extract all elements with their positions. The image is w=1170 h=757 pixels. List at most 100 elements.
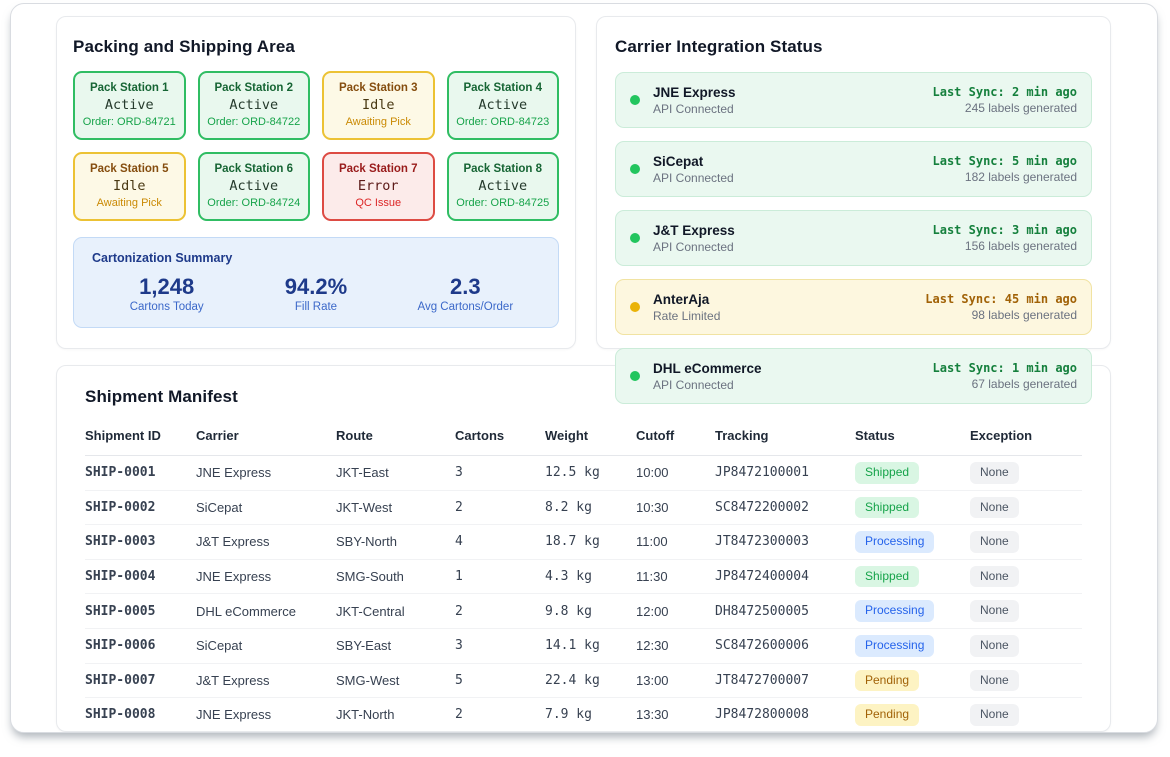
carrier-item: AnterAja Rate Limited Last Sync: 45 min …	[615, 279, 1092, 335]
shipment-id-link[interactable]: SHIP-0009	[85, 732, 196, 733]
pack-station-name: Pack Station 8	[463, 163, 543, 175]
metric-value: 1,248	[139, 274, 195, 299]
table-row: SHIP-0002 SiCepat JKT-West 2 8.2 kg 10:3…	[85, 490, 1082, 526]
carrier-status-dot-icon	[630, 302, 640, 312]
carrier-status: API Connected	[653, 377, 734, 392]
cutoff-cell: 14:00	[636, 732, 715, 733]
route-cell: JKT-East	[336, 455, 455, 491]
shipment-id-link[interactable]: SHIP-0001	[85, 455, 196, 491]
status-badge: Pending	[855, 704, 920, 726]
pack-station-status: Active	[229, 97, 279, 113]
exception-cell: None	[970, 524, 1082, 560]
carrier-sync-info: Last Sync: 45 min ago 98 labels generate…	[925, 292, 1077, 322]
carrier-sync-info: Last Sync: 5 min ago 182 labels generate…	[933, 154, 1078, 184]
column-header-weight: Weight	[545, 420, 636, 456]
exception-cell: None	[970, 559, 1082, 595]
carrier-sync-info: Last Sync: 3 min ago 156 labels generate…	[933, 223, 1078, 253]
tracking-cell: AJ8472900009	[715, 732, 855, 733]
shipment-id-link[interactable]: SHIP-0005	[85, 593, 196, 629]
carrier-name: JNE Express	[653, 84, 736, 100]
carrier-cell: DHL eCommerce	[196, 593, 336, 629]
column-header-status: Status	[855, 420, 970, 456]
cutoff-cell: 10:30	[636, 490, 715, 526]
table-row: SHIP-0001 JNE Express JKT-East 3 12.5 kg…	[85, 455, 1082, 491]
pack-station-name: Pack Station 2	[214, 82, 294, 94]
pack-station-status: Active	[478, 97, 528, 113]
table-row: SHIP-0004 JNE Express SMG-South 1 4.3 kg…	[85, 559, 1082, 595]
metric-avg-cartons: 2.3 Avg Cartons/Order	[391, 274, 540, 313]
status-badge: Shipped	[855, 565, 920, 588]
weight-cell: 22.4 kg	[545, 663, 636, 699]
weight-cell: 12.5 kg	[545, 455, 636, 491]
carrier-cell: AnterAja	[196, 732, 336, 733]
exception-badge: None	[970, 565, 1019, 588]
route-cell: JKT-North	[336, 697, 455, 732]
status-cell: Pending	[855, 663, 970, 699]
cutoff-cell: 12:00	[636, 593, 715, 629]
status-cell: Pending	[855, 697, 970, 732]
shipment-id-link[interactable]: SHIP-0007	[85, 663, 196, 699]
cutoff-cell: 11:30	[636, 559, 715, 595]
shipment-id-link[interactable]: SHIP-0004	[85, 559, 196, 595]
shipment-id-link[interactable]: SHIP-0002	[85, 490, 196, 526]
column-header-route: Route	[336, 420, 455, 456]
table-row: SHIP-0003 J&T Express SBY-North 4 18.7 k…	[85, 524, 1082, 560]
metric-value: 2.3	[450, 274, 481, 299]
manifest-panel-title: Shipment Manifest	[85, 387, 238, 406]
carrier-info: DHL eCommerce API Connected	[653, 361, 933, 392]
metric-value: 94.2%	[284, 274, 348, 299]
carrier-item: JNE Express API Connected Last Sync: 2 m…	[615, 72, 1092, 128]
status-badge: Processing	[855, 600, 935, 622]
weight-cell: 9.8 kg	[545, 593, 636, 629]
carrier-cell: J&T Express	[196, 524, 336, 560]
tracking-cell: DH8472500005	[715, 593, 855, 629]
carrier-item: J&T Express API Connected Last Sync: 3 m…	[615, 210, 1092, 266]
carrier-sync-info: Last Sync: 2 min ago 245 labels generate…	[933, 85, 1078, 115]
shipment-id-link[interactable]: SHIP-0003	[85, 524, 196, 560]
metric-cartons-today: 1,248 Cartons Today	[92, 274, 241, 313]
pack-station-detail: Awaiting Pick	[96, 197, 162, 209]
table-row: SHIP-0009 AnterAja SBY-Central 3 13.6 kg…	[85, 732, 1082, 733]
carrier-cell: JNE Express	[196, 455, 336, 491]
route-cell: JKT-Central	[336, 593, 455, 629]
cartons-cell: 3	[455, 455, 545, 491]
carrier-list: JNE Express API Connected Last Sync: 2 m…	[615, 72, 1092, 404]
route-cell: SBY-East	[336, 628, 455, 664]
weight-cell: 13.6 kg	[545, 732, 636, 733]
carrier-info: AnterAja Rate Limited	[653, 292, 925, 323]
status-cell: Shipped	[855, 490, 970, 526]
tracking-cell: JP8472800008	[715, 697, 855, 732]
column-header-cutoff: Cutoff	[636, 420, 715, 456]
column-header-cartons: Cartons	[455, 420, 545, 456]
weight-cell: 4.3 kg	[545, 559, 636, 595]
top-row: Packing and Shipping Area Pack Station 1…	[56, 16, 1111, 404]
pack-station-card: Pack Station 3 Idle Awaiting Pick	[322, 71, 435, 140]
exception-cell: None	[970, 697, 1082, 732]
cartons-cell: 1	[455, 559, 545, 595]
status-badge: Processing	[855, 531, 935, 553]
carrier-cell: JNE Express	[196, 697, 336, 732]
carrier-status: API Connected	[653, 170, 734, 185]
exception-cell: None	[970, 663, 1082, 699]
route-cell: SMG-South	[336, 559, 455, 595]
carrier-status-dot-icon	[630, 371, 640, 381]
carrier-info: JNE Express API Connected	[653, 85, 933, 116]
cutoff-cell: 10:00	[636, 455, 715, 491]
carrier-item: DHL eCommerce API Connected Last Sync: 1…	[615, 348, 1092, 404]
exception-cell: None	[970, 490, 1082, 526]
status-cell: Shipped	[855, 559, 970, 595]
shipment-id-link[interactable]: SHIP-0008	[85, 697, 196, 732]
table-row: SHIP-0008 JNE Express JKT-North 2 7.9 kg…	[85, 697, 1082, 732]
pack-station-status: Idle	[112, 178, 146, 194]
weight-cell: 8.2 kg	[545, 490, 636, 526]
tracking-cell: SC8472200002	[715, 490, 855, 526]
exception-cell: None	[970, 628, 1082, 664]
table-row: SHIP-0007 J&T Express SMG-West 5 22.4 kg…	[85, 663, 1082, 699]
shipment-id-link[interactable]: SHIP-0006	[85, 628, 196, 664]
carrier-cell: JNE Express	[196, 559, 336, 595]
exception-badge: None	[970, 704, 1019, 726]
carrier-last-sync: Last Sync: 5 min ago	[932, 154, 1078, 168]
shipment-manifest-table: Shipment ID Carrier Route Cartons Weight…	[85, 420, 1082, 733]
tracking-cell: JT8472700007	[715, 663, 855, 699]
pack-station-card: Pack Station 8 Active Order: ORD-84725	[446, 152, 559, 221]
